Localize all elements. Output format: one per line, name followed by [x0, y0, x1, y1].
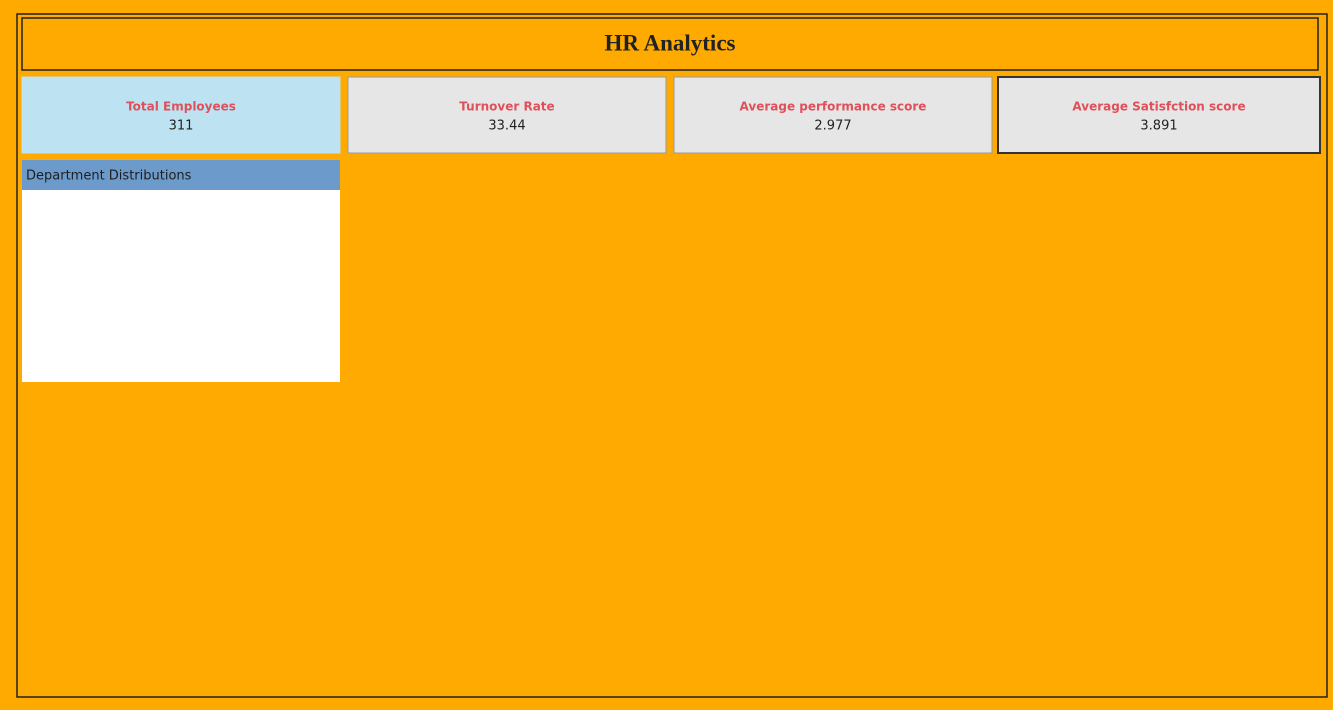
frame — [16, 13, 1328, 698]
kpi-label: Turnover Rate — [459, 100, 554, 114]
page-title: HR Analytics — [605, 30, 736, 55]
kpi-label: Average performance score — [740, 100, 927, 114]
kpi-value: 33.44 — [488, 119, 525, 134]
panel — [22, 160, 340, 382]
kpi-value: 3.891 — [1140, 119, 1177, 134]
panel-header — [22, 160, 340, 190]
kpi-label: Total Employees — [126, 100, 236, 114]
kpi-card — [347, 76, 667, 154]
title-bar — [21, 17, 1319, 71]
kpi-value: 2.977 — [814, 119, 851, 134]
kpi-card — [21, 76, 341, 154]
kpi-card — [997, 76, 1321, 154]
kpi-value: 311 — [169, 119, 194, 134]
kpi-card — [673, 76, 993, 154]
kpi-label: Average Satisfction score — [1072, 100, 1245, 114]
panel-title: Department Distributions — [26, 169, 192, 184]
